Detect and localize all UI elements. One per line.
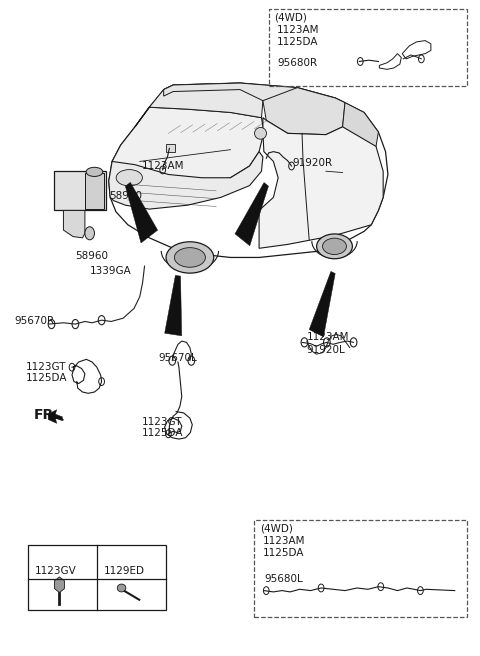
Text: 1125DA: 1125DA [277, 37, 319, 47]
Text: 1123AM: 1123AM [277, 26, 320, 35]
Text: 1123AM: 1123AM [142, 161, 185, 171]
Polygon shape [309, 272, 335, 337]
Polygon shape [165, 276, 182, 336]
Ellipse shape [166, 242, 214, 273]
Text: 95680L: 95680L [265, 574, 303, 584]
Polygon shape [135, 83, 263, 127]
Text: 1123GT: 1123GT [142, 417, 183, 427]
Polygon shape [112, 107, 264, 191]
Polygon shape [263, 88, 345, 134]
Text: 1123GT: 1123GT [26, 362, 67, 373]
Ellipse shape [117, 584, 126, 592]
Ellipse shape [254, 127, 266, 139]
Ellipse shape [323, 238, 347, 255]
Ellipse shape [174, 248, 205, 267]
Bar [166, 144, 175, 152]
Polygon shape [109, 152, 263, 209]
Text: 1339GA: 1339GA [90, 266, 132, 276]
Text: 1125DA: 1125DA [263, 548, 304, 558]
Bar [254, 520, 467, 617]
Polygon shape [235, 182, 268, 246]
Text: (4WD): (4WD) [260, 523, 293, 533]
Text: 1123GV: 1123GV [35, 565, 76, 575]
Text: 95680R: 95680R [277, 58, 317, 68]
Ellipse shape [86, 167, 103, 176]
Polygon shape [63, 211, 85, 238]
Text: 1123AM: 1123AM [263, 536, 305, 546]
Text: 1125DA: 1125DA [142, 428, 184, 438]
Text: 1129ED: 1129ED [104, 565, 145, 575]
Text: 58960: 58960 [75, 251, 108, 261]
Text: 95670R: 95670R [15, 316, 55, 326]
Circle shape [85, 227, 95, 240]
Text: FR.: FR. [34, 408, 60, 422]
Text: 58910: 58910 [109, 191, 142, 201]
Text: (4WD): (4WD) [275, 12, 307, 22]
Text: 1123AM: 1123AM [307, 333, 349, 342]
Text: 1125DA: 1125DA [26, 373, 68, 383]
Polygon shape [48, 409, 62, 423]
Ellipse shape [317, 234, 352, 258]
Bar [54, 171, 107, 211]
Bar [269, 9, 467, 87]
Polygon shape [125, 182, 157, 243]
Polygon shape [164, 83, 345, 106]
Ellipse shape [116, 170, 143, 186]
Text: 91920R: 91920R [292, 158, 333, 168]
Text: 91920L: 91920L [307, 345, 346, 355]
Polygon shape [343, 102, 378, 150]
Text: 95670L: 95670L [159, 353, 198, 363]
Bar [28, 545, 166, 610]
Polygon shape [259, 117, 383, 249]
Bar [85, 173, 104, 209]
